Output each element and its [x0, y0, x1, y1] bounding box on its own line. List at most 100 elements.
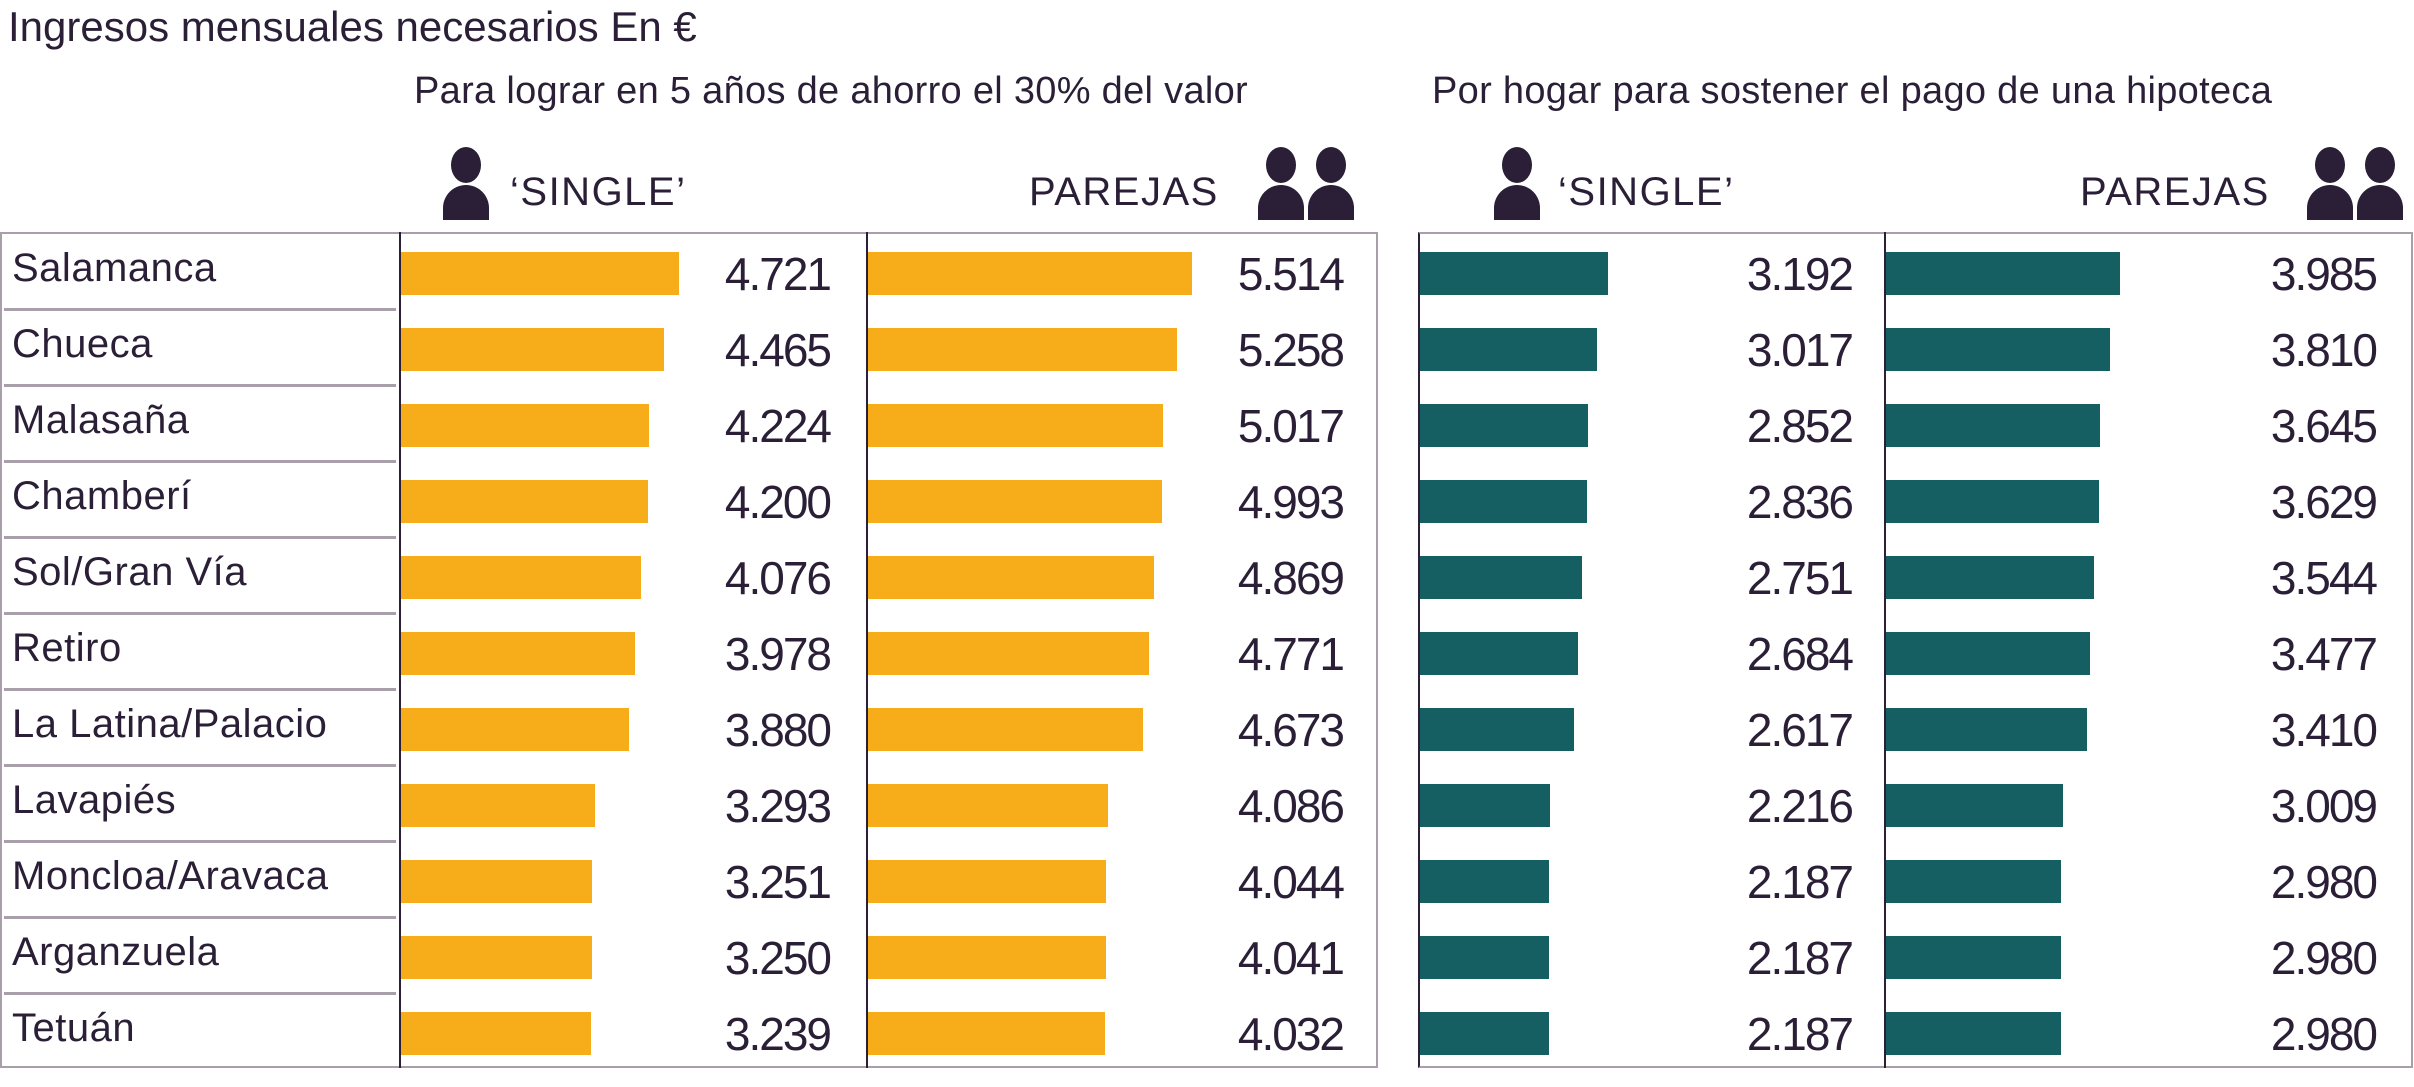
bar-single-mortgage	[1420, 252, 1608, 295]
data-label-single-mortgage: 2.187	[1746, 932, 1854, 984]
bar-single-savings	[401, 784, 595, 827]
mortgage-table-panel	[1418, 232, 2413, 1068]
data-label-single-savings: 4.076	[724, 552, 832, 604]
data-label-couples-mortgage: 2.980	[2270, 932, 2378, 984]
data-label-couples-mortgage: 3.544	[2270, 552, 2378, 604]
chart-title: Ingresos mensuales necesarios En €	[8, 2, 697, 52]
chart-title-unit: En €	[610, 3, 697, 50]
data-label-couples-savings: 5.258	[1237, 324, 1345, 376]
bar-couples-mortgage	[1886, 860, 2061, 903]
category-label: Chueca	[12, 322, 153, 366]
bar-couples-savings	[868, 480, 1162, 523]
category-label: Retiro	[12, 626, 122, 670]
category-label: Malasaña	[12, 398, 190, 442]
bar-single-savings	[401, 708, 629, 751]
category-label: Arganzuela	[12, 930, 220, 974]
data-label-couples-mortgage: 3.009	[2270, 780, 2378, 832]
bar-single-mortgage	[1420, 1012, 1549, 1055]
bar-single-savings	[401, 252, 679, 295]
bar-couples-mortgage	[1886, 252, 2120, 295]
bar-couples-savings	[868, 632, 1149, 675]
data-label-couples-mortgage: 3.629	[2270, 476, 2378, 528]
data-label-single-mortgage: 2.852	[1746, 400, 1854, 452]
row-separator	[4, 308, 396, 311]
bar-single-mortgage	[1420, 708, 1574, 751]
bar-single-savings	[401, 632, 635, 675]
bar-couples-savings	[868, 936, 1106, 979]
data-label-single-savings: 4.721	[724, 248, 832, 300]
data-label-couples-mortgage: 3.477	[2270, 628, 2378, 680]
chart-title-main: Ingresos mensuales necesarios	[8, 3, 599, 50]
data-label-single-savings: 3.293	[724, 780, 832, 832]
data-label-single-savings: 3.978	[724, 628, 832, 680]
data-label-single-mortgage: 3.017	[1746, 324, 1854, 376]
bar-couples-savings	[868, 252, 1192, 295]
data-label-couples-savings: 4.041	[1237, 932, 1345, 984]
data-label-couples-mortgage: 2.980	[2270, 856, 2378, 908]
bar-single-mortgage	[1420, 556, 1582, 599]
bar-single-mortgage	[1420, 936, 1549, 979]
data-label-single-savings: 3.251	[724, 856, 832, 908]
category-label: Chamberí	[12, 474, 192, 518]
bar-couples-mortgage	[1886, 784, 2063, 827]
row-separator	[4, 916, 396, 919]
bar-couples-mortgage	[1886, 632, 2090, 675]
bar-single-mortgage	[1420, 480, 1587, 523]
column-header-couples-mortgage: PAREJAS	[2080, 170, 2270, 214]
category-label: Lavapiés	[12, 778, 177, 822]
category-label: Moncloa/Aravaca	[12, 854, 329, 898]
data-label-couples-savings: 4.993	[1237, 476, 1345, 528]
bar-single-savings	[401, 480, 648, 523]
data-label-couples-mortgage: 3.645	[2270, 400, 2378, 452]
subtitle-mortgage: Por hogar para sostener el pago de una h…	[1432, 70, 2273, 112]
bar-single-savings	[401, 404, 649, 447]
row-separator	[4, 688, 396, 691]
bar-couples-mortgage	[1886, 936, 2061, 979]
bar-single-mortgage	[1420, 404, 1588, 447]
row-separator	[4, 536, 396, 539]
bar-single-savings	[401, 1012, 591, 1055]
bar-single-savings	[401, 936, 592, 979]
data-label-couples-savings: 4.086	[1237, 780, 1345, 832]
bar-couples-mortgage	[1886, 556, 2094, 599]
bar-single-mortgage	[1420, 784, 1550, 827]
savings-table-panel	[0, 232, 1378, 1068]
data-label-single-savings: 4.465	[724, 324, 832, 376]
bar-couples-mortgage	[1886, 708, 2087, 751]
data-label-single-mortgage: 2.187	[1746, 856, 1854, 908]
bar-couples-mortgage	[1886, 404, 2100, 447]
data-label-couples-savings: 4.032	[1237, 1008, 1345, 1060]
bar-couples-savings	[868, 1012, 1105, 1055]
data-label-couples-savings: 4.869	[1237, 552, 1345, 604]
bar-single-savings	[401, 328, 664, 371]
category-label: Sol/Gran Vía	[12, 550, 248, 594]
bar-couples-savings	[868, 404, 1163, 447]
bar-couples-mortgage	[1886, 1012, 2061, 1055]
row-separator	[4, 384, 396, 387]
data-label-single-mortgage: 2.187	[1746, 1008, 1854, 1060]
bar-single-mortgage	[1420, 632, 1578, 675]
data-label-single-mortgage: 2.617	[1746, 704, 1854, 756]
bar-couples-savings	[868, 860, 1106, 903]
data-label-single-mortgage: 2.216	[1746, 780, 1854, 832]
bar-couples-savings	[868, 328, 1177, 371]
data-label-single-savings: 3.250	[724, 932, 832, 984]
bar-single-mortgage	[1420, 860, 1549, 903]
two-persons-icon	[1258, 147, 1354, 220]
category-label: La Latina/Palacio	[12, 702, 328, 746]
category-label: Salamanca	[12, 246, 217, 290]
bar-single-savings	[401, 556, 641, 599]
bar-single-savings	[401, 860, 592, 903]
person-icon	[1494, 147, 1540, 220]
data-label-single-mortgage: 2.836	[1746, 476, 1854, 528]
data-label-couples-savings: 4.771	[1237, 628, 1345, 680]
bar-couples-savings	[868, 556, 1154, 599]
bar-couples-savings	[868, 784, 1108, 827]
data-label-couples-savings: 4.044	[1237, 856, 1345, 908]
data-label-single-savings: 3.880	[724, 704, 832, 756]
column-header-single-savings: ‘SINGLE’	[510, 170, 687, 214]
row-separator	[4, 612, 396, 615]
data-label-couples-mortgage: 3.985	[2270, 248, 2378, 300]
column-divider	[1884, 232, 1886, 1068]
subtitle-savings: Para lograr en 5 años de ahorro el 30% d…	[414, 70, 1249, 112]
